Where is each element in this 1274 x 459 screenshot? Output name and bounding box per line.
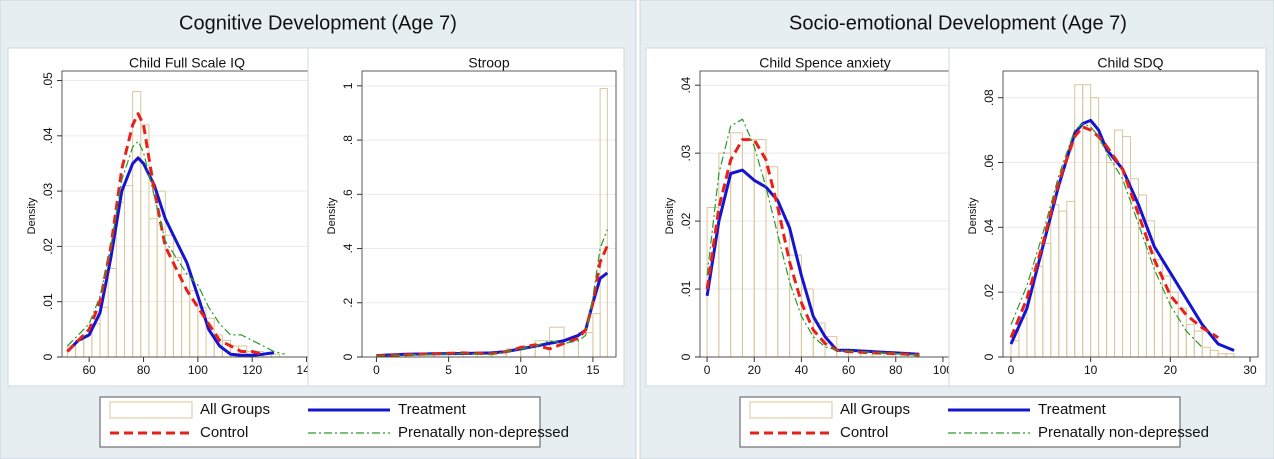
y-tick-label: .01 xyxy=(41,293,55,310)
x-tick-label: 20 xyxy=(1164,363,1178,377)
y-tick-label: .4 xyxy=(341,243,355,253)
chart-title: Child Full Scale IQ xyxy=(129,55,245,71)
legend-label: All Groups xyxy=(840,401,910,418)
subplot-background xyxy=(307,47,625,387)
legend-label: Control xyxy=(840,424,888,441)
y-tick-label: .06 xyxy=(982,154,996,171)
y-axis-label: Density xyxy=(664,197,676,234)
y-tick-label: .03 xyxy=(679,144,693,161)
y-tick-label: .03 xyxy=(41,182,55,199)
y-tick-label: .6 xyxy=(341,189,355,199)
y-tick-label: 0 xyxy=(341,353,355,360)
legend-label: Treatment xyxy=(398,401,467,418)
legend-label: Control xyxy=(200,424,248,441)
panel-title: Cognitive Development (Age 7) xyxy=(179,12,457,34)
subplot-background xyxy=(645,47,959,387)
y-tick-label: .8 xyxy=(341,135,355,145)
y-tick-label: .02 xyxy=(982,284,996,301)
y-axis-label: Density xyxy=(26,197,38,234)
y-tick-label: .05 xyxy=(41,72,55,89)
y-tick-label: 1 xyxy=(341,82,355,89)
legend-swatch xyxy=(109,401,193,419)
y-tick-label: .02 xyxy=(41,238,55,255)
x-tick-label: 60 xyxy=(842,363,856,377)
density-line xyxy=(1009,125,1219,339)
x-tick-label: 10 xyxy=(1084,363,1098,377)
x-tick-label: 5 xyxy=(445,363,452,377)
x-tick-label: 100 xyxy=(933,363,953,377)
y-tick-label: .2 xyxy=(341,297,355,307)
legend-box xyxy=(99,396,541,448)
x-tick-label: 15 xyxy=(586,363,600,377)
x-tick-label: 0 xyxy=(704,363,711,377)
y-tick-label: .08 xyxy=(982,89,996,106)
y-tick-label: 0 xyxy=(679,353,693,360)
legend-label: Prenatally non-depressed xyxy=(398,424,569,441)
x-tick-label: 120 xyxy=(242,363,262,377)
chart-title: Child SDQ xyxy=(1097,55,1163,71)
legend-swatch xyxy=(749,401,833,419)
legend-label: All Groups xyxy=(200,401,270,418)
y-tick-label: .02 xyxy=(679,212,693,229)
density-line xyxy=(705,138,920,357)
x-tick-label: 0 xyxy=(373,363,380,377)
density-line xyxy=(1009,118,1235,352)
x-tick-label: 0 xyxy=(1008,363,1015,377)
y-tick-label: 0 xyxy=(41,353,55,360)
chart-title: Stroop xyxy=(468,55,509,71)
density-line xyxy=(706,118,920,356)
x-tick-label: 100 xyxy=(188,363,208,377)
y-tick-label: .01 xyxy=(679,280,693,297)
density-line xyxy=(66,156,275,357)
y-tick-label: .04 xyxy=(41,127,55,144)
x-tick-label: 60 xyxy=(82,363,96,377)
density-line xyxy=(66,140,285,355)
panel-title: Socio-emotional Development (Age 7) xyxy=(789,12,1127,34)
x-tick-label: 20 xyxy=(748,363,762,377)
plot-frame xyxy=(1002,70,1259,358)
y-axis-label: Density xyxy=(326,197,338,234)
x-tick-label: 30 xyxy=(1243,363,1257,377)
y-tick-label: .04 xyxy=(679,77,693,94)
x-tick-label: 10 xyxy=(514,363,528,377)
chart-title: Child Spence anxiety xyxy=(759,55,891,71)
legend-box xyxy=(739,396,1181,448)
y-axis-label: Density xyxy=(967,197,979,234)
legend-label: Prenatally non-depressed xyxy=(1038,424,1209,441)
density-line xyxy=(376,229,608,357)
x-tick-label: 80 xyxy=(889,363,903,377)
subplot-background xyxy=(948,47,1267,387)
plot-frame xyxy=(361,70,617,358)
x-tick-label: 80 xyxy=(137,363,151,377)
y-tick-label: .04 xyxy=(982,219,996,236)
legend-label: Treatment xyxy=(1038,401,1107,418)
x-tick-label: 40 xyxy=(795,363,809,377)
density-line xyxy=(1010,123,1203,348)
y-tick-label: 0 xyxy=(982,353,996,360)
density-line xyxy=(376,245,609,358)
density-line xyxy=(66,112,264,356)
